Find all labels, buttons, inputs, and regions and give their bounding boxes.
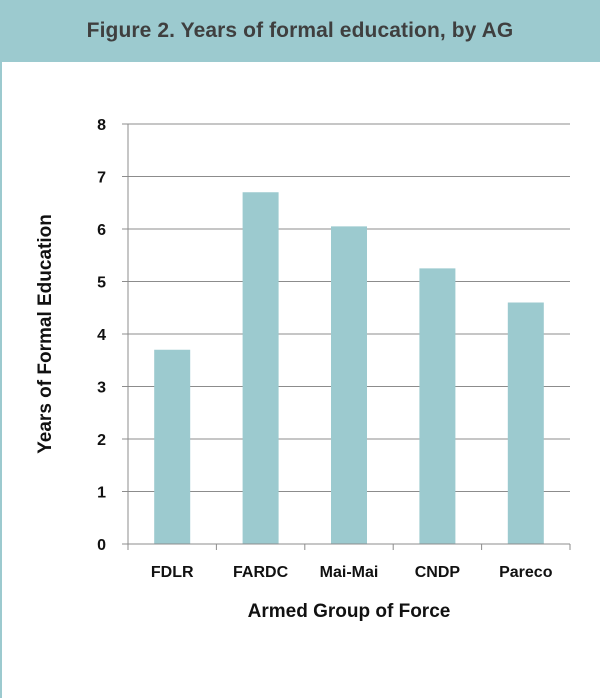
y-tick-label-6: 6 <box>97 222 106 239</box>
bar-chart: 0 1 2 3 4 5 6 7 8 FDLR FARDC Mai-Mai CNDP Pareco Arme… <box>0 62 600 698</box>
y-tick-label-1: 1 <box>97 485 106 502</box>
x-tick-label-3: CNDP <box>415 564 461 581</box>
y-tick-label-0: 0 <box>97 537 106 554</box>
y-axis-title: Years of Formal Education <box>35 214 56 454</box>
y-tick-label-5: 5 <box>97 275 106 292</box>
gridlines <box>128 123 570 492</box>
figure-header: Figure 2. Years of formal education, by … <box>0 0 600 62</box>
bars <box>154 192 544 544</box>
y-tick-label-8: 8 <box>97 117 106 134</box>
y-tick-label-4: 4 <box>97 327 106 344</box>
left-border-rule <box>0 62 2 698</box>
tick-labels: 0 1 2 3 4 5 6 7 8 FDLR FARDC Mai-Mai CNDP Pareco <box>97 117 553 581</box>
x-tick-label-1: FARDC <box>233 564 289 581</box>
x-tick-label-2: Mai-Mai <box>320 564 379 581</box>
y-tick-label-3: 3 <box>97 380 106 397</box>
y-tick-label-2: 2 <box>97 432 106 449</box>
y-tick-label-7: 7 <box>97 170 106 187</box>
x-tick-label-0: FDLR <box>151 564 194 581</box>
x-tick-label-4: Pareco <box>499 564 553 581</box>
bar-cndp <box>419 268 456 544</box>
bar-fardc <box>242 192 279 544</box>
bar-pareco <box>507 302 544 544</box>
axes <box>122 123 571 550</box>
bar-chart-svg: 0 1 2 3 4 5 6 7 8 FDLR FARDC Mai-Mai CNDP Pareco Arme… <box>35 117 571 622</box>
bar-fdlr <box>154 349 191 544</box>
figure-title: Figure 2. Years of formal education, by … <box>86 19 514 42</box>
bar-mai-mai <box>331 226 367 544</box>
x-axis-title: Armed Group of Force <box>248 601 451 622</box>
